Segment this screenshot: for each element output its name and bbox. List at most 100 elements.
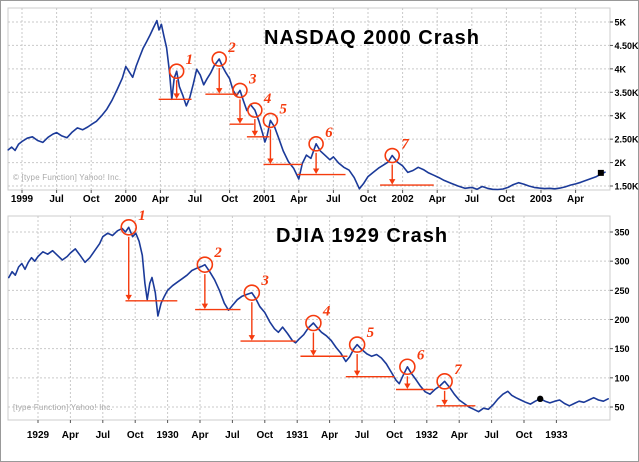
nasdaq-chart-title: NASDAQ 2000 Crash: [264, 27, 480, 49]
x-tick-label: Oct: [386, 430, 403, 441]
x-tick-label: Jul: [188, 194, 203, 205]
nasdaq-watermark: © [type Function] Yahoo! Inc.: [13, 173, 122, 182]
x-tick-label: Jul: [49, 194, 64, 205]
x-tick-label: Jul: [96, 430, 111, 441]
drop-arrowhead-7: [389, 179, 396, 185]
x-tick-label: 2000: [115, 194, 138, 205]
drop-arrowhead-4: [310, 350, 317, 356]
y-tick-label: 1.50K: [615, 182, 639, 192]
x-tick-label: 1929: [27, 430, 50, 441]
plot-border: [7, 215, 611, 421]
drop-arrowhead-3: [248, 335, 256, 341]
annotation-circle-4: [247, 102, 263, 118]
drop-arrowhead-7: [441, 399, 448, 406]
x-tick-label: Apr: [429, 194, 446, 205]
x-tick-label: Oct: [127, 430, 144, 441]
x-tick-label: Oct: [360, 194, 377, 205]
annotation-number-7: 7: [454, 362, 462, 378]
annotation-number-3: 3: [260, 273, 269, 289]
annotation-circle-1: [120, 219, 138, 236]
annotation-number-7: 7: [401, 137, 409, 153]
drop-arrowhead-2: [201, 303, 209, 310]
x-tick-label: Apr: [321, 430, 338, 441]
annotation-number-1: 1: [186, 52, 194, 68]
x-tick-label: 1930: [156, 430, 179, 441]
plot-border: [7, 7, 611, 191]
x-tick-label: Jul: [225, 430, 240, 441]
drop-arrowhead-6: [404, 383, 411, 389]
x-tick-label: 2001: [253, 194, 276, 205]
annotation-circle-1: [168, 63, 185, 79]
x-tick-label: 1933: [545, 430, 568, 441]
drop-arrowhead-4: [251, 130, 259, 137]
x-tick-label: Jul: [355, 430, 370, 441]
end-marker-dot: [597, 169, 604, 176]
y-tick-label: 250: [615, 286, 630, 296]
x-tick-label: Jul: [484, 430, 499, 441]
x-tick-label: 1932: [416, 430, 439, 441]
y-tick-label: 50: [615, 403, 625, 413]
annotation-circle-3: [232, 82, 248, 99]
y-tick-label: 100: [615, 373, 630, 383]
drop-arrowhead-2: [216, 88, 223, 94]
drop-arrowhead-3: [236, 118, 244, 124]
annotation-number-2: 2: [213, 245, 222, 261]
annotation-number-3: 3: [248, 71, 257, 87]
drop-arrowhead-1: [173, 93, 180, 99]
drop-arrowhead-5: [267, 158, 274, 164]
x-tick-label: Jul: [465, 194, 480, 205]
x-tick-label: Oct: [83, 194, 100, 205]
y-tick-label: 3K: [615, 111, 627, 121]
x-tick-label: 2003: [530, 194, 553, 205]
annotation-circle-5: [262, 112, 279, 129]
y-tick-label: 300: [615, 257, 630, 267]
y-tick-label: 5K: [615, 18, 627, 28]
annotation-circle-5: [348, 336, 366, 353]
annotation-circle-2: [196, 256, 214, 273]
x-tick-label: Oct: [221, 194, 238, 205]
x-tick-label: Oct: [498, 194, 515, 205]
x-tick-label: Apr: [290, 194, 307, 205]
y-tick-label: 4.50K: [615, 41, 639, 51]
annotation-number-5: 5: [367, 325, 375, 341]
annotation-circle-7: [384, 147, 401, 164]
drop-arrowhead-1: [125, 294, 132, 301]
annotation-number-4: 4: [263, 91, 272, 107]
y-tick-label: 200: [615, 315, 630, 325]
y-tick-label: 350: [615, 228, 630, 238]
x-tick-label: Apr: [191, 430, 208, 441]
djia-watermark: [type Function] Yahoo! Inc.: [13, 403, 113, 412]
annotation-number-6: 6: [325, 125, 333, 141]
y-tick-label: 2K: [615, 158, 627, 168]
x-tick-label: Oct: [256, 430, 273, 441]
annotation-circle-6: [399, 358, 416, 376]
x-tick-label: 2002: [391, 194, 414, 205]
y-tick-label: 2.50K: [615, 135, 639, 145]
annotation-number-6: 6: [417, 347, 425, 363]
price-line: [8, 226, 610, 413]
y-tick-label: 150: [615, 344, 630, 354]
x-tick-label: Apr: [152, 194, 169, 205]
x-tick-label: Jul: [326, 194, 341, 205]
x-tick-label: Apr: [567, 194, 584, 205]
x-tick-label: 1999: [11, 194, 34, 205]
y-tick-label: 3.50K: [615, 88, 639, 98]
annotation-circle-7: [436, 373, 453, 390]
x-tick-label: 1931: [286, 430, 309, 441]
annotation-number-5: 5: [279, 101, 287, 117]
drop-arrowhead-6: [312, 168, 320, 175]
annotation-number-1: 1: [138, 208, 146, 224]
annotation-circle-6: [308, 136, 324, 152]
drop-arrowhead-5: [353, 370, 361, 377]
y-tick-label: 4K: [615, 64, 627, 74]
end-marker-dot: [537, 395, 544, 403]
djia-chart-title: DJIA 1929 Crash: [275, 225, 449, 247]
annotation-circle-3: [243, 284, 261, 301]
price-line: [7, 19, 606, 191]
annotation-number-4: 4: [322, 304, 331, 320]
x-tick-label: Apr: [62, 430, 79, 441]
annotation-circle-2: [211, 51, 228, 67]
x-tick-label: Oct: [516, 430, 533, 441]
